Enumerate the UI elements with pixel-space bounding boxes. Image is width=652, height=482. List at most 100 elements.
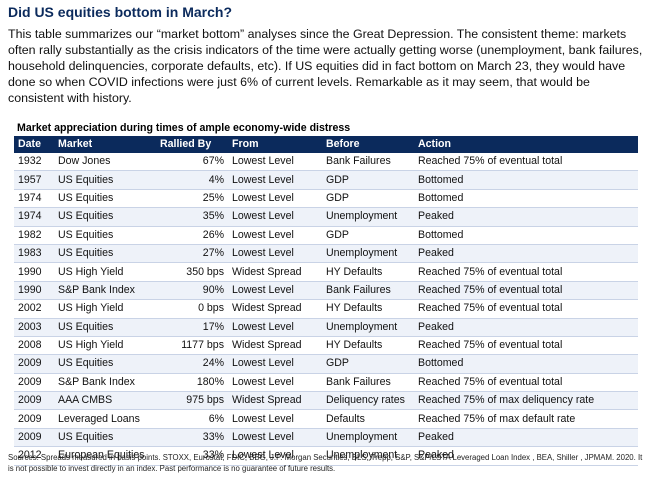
cell-from: Widest Spread — [228, 336, 322, 356]
cell-from: Lowest Level — [228, 373, 322, 393]
cell-before: Bank Failures — [322, 153, 414, 172]
table-row: 2003 US Equities 17% Lowest Level Unemployme… — [14, 318, 638, 337]
cell-before: HY Defaults — [322, 262, 414, 282]
table-row: 2009 S&P Bank Index 180% Lowest Level Bank F… — [14, 373, 638, 393]
cell-rallied: 0 bps — [156, 299, 228, 319]
table-row: 1983 US Equities 27% Lowest Level Unemployme… — [14, 244, 638, 264]
table-header-row: Date Market Rallied By From Before Actio… — [14, 136, 638, 153]
cell-action: Bottomed — [414, 189, 638, 209]
cell-market: US Equities — [54, 318, 156, 337]
cell-market: US Equities — [54, 189, 156, 209]
cell-rallied: 33% — [156, 428, 228, 448]
cell-action: Reached 75% of max deliquency rate — [414, 391, 638, 411]
table-row: 1974 US Equities 35% Lowest Level Unemployme… — [14, 207, 638, 227]
cell-date: 2003 — [14, 318, 54, 337]
cell-before: Unemployment — [322, 207, 414, 227]
cell-action: Reached 75% of eventual total — [414, 153, 638, 172]
cell-from: Lowest Level — [228, 446, 322, 466]
cell-date: 2009 — [14, 391, 54, 411]
page-title: Did US equities bottom in March? — [8, 4, 233, 20]
cell-market: Dow Jones — [54, 153, 156, 172]
cell-from: Widest Spread — [228, 262, 322, 282]
cell-action: Peaked — [414, 244, 638, 264]
cell-from: Lowest Level — [228, 428, 322, 448]
header-action: Action — [414, 136, 638, 153]
cell-action: Reached 75% of eventual total — [414, 262, 638, 282]
market-table: Date Market Rallied By From Before Actio… — [14, 136, 638, 466]
cell-from: Lowest Level — [228, 409, 322, 429]
table-row: 2002 US High Yield 0 bps Widest Spread HY De… — [14, 299, 638, 319]
cell-date: 1983 — [14, 244, 54, 264]
cell-rallied: 4% — [156, 170, 228, 190]
header-from: From — [228, 136, 322, 153]
cell-rallied: 1177 bps — [156, 336, 228, 356]
cell-rallied: 180% — [156, 373, 228, 393]
cell-before: GDP — [322, 354, 414, 374]
cell-from: Lowest Level — [228, 153, 322, 172]
header-rallied-by: Rallied By — [156, 136, 228, 153]
table-row: 2009 US Equities 24% Lowest Level GDP Bottome… — [14, 354, 638, 374]
cell-from: Lowest Level — [228, 189, 322, 209]
cell-rallied: 6% — [156, 409, 228, 429]
cell-before: Defaults — [322, 409, 414, 429]
cell-action: Reached 75% of eventual total — [414, 299, 638, 319]
cell-action: Peaked — [414, 207, 638, 227]
cell-date: 1957 — [14, 170, 54, 190]
cell-market: US Equities — [54, 354, 156, 374]
cell-market: S&P Bank Index — [54, 281, 156, 301]
cell-date: 2009 — [14, 373, 54, 393]
cell-market: US Equities — [54, 226, 156, 245]
cell-action: Peaked — [414, 318, 638, 337]
cell-before: Unemployment — [322, 428, 414, 448]
cell-date: 1932 — [14, 153, 54, 172]
cell-from: Lowest Level — [228, 170, 322, 190]
cell-market: US Equities — [54, 207, 156, 227]
table-row: 2009 Leveraged Loans 6% Lowest Level Default… — [14, 409, 638, 429]
cell-rallied: 35% — [156, 207, 228, 227]
cell-before: GDP — [322, 226, 414, 245]
cell-action: Bottomed — [414, 226, 638, 245]
cell-market: US High Yield — [54, 299, 156, 319]
cell-market: US High Yield — [54, 262, 156, 282]
cell-from: Lowest Level — [228, 244, 322, 264]
cell-rallied: 33% — [156, 446, 228, 466]
table-row: 1932 Dow Jones 67% Lowest Level Bank Failure… — [14, 153, 638, 172]
table-body: 1932 Dow Jones 67% Lowest Level Bank Failure… — [14, 153, 638, 466]
cell-rallied: 26% — [156, 226, 228, 245]
cell-action: Reached 75% of max default rate — [414, 409, 638, 429]
table-row: 2009 US Equities 33% Lowest Level Unemployme… — [14, 428, 638, 448]
cell-rallied: 17% — [156, 318, 228, 337]
cell-rallied: 350 bps — [156, 262, 228, 282]
cell-action: Reached 75% of eventual total — [414, 373, 638, 393]
cell-rallied: 27% — [156, 244, 228, 264]
cell-before: HY Defaults — [322, 336, 414, 356]
cell-rallied: 24% — [156, 354, 228, 374]
cell-date: 2009 — [14, 354, 54, 374]
cell-rallied: 975 bps — [156, 391, 228, 411]
cell-market: European Equities — [54, 446, 156, 466]
cell-before: Unemployment — [322, 446, 414, 466]
cell-action: Peaked — [414, 428, 638, 448]
cell-rallied: 90% — [156, 281, 228, 301]
table-caption: Market appreciation during times of ampl… — [17, 122, 351, 134]
cell-from: Lowest Level — [228, 281, 322, 301]
table-row: 2008 US High Yield 1177 bps Widest Spread HY… — [14, 336, 638, 356]
cell-from: Lowest Level — [228, 354, 322, 374]
cell-date: 1990 — [14, 262, 54, 282]
header-before: Before — [322, 136, 414, 153]
cell-date: 1990 — [14, 281, 54, 301]
table-row: 1957 US Equities 4% Lowest Level GDP Bottomed — [14, 170, 638, 190]
cell-before: HY Defaults — [322, 299, 414, 319]
table-row: 1974 US Equities 25% Lowest Level GDP Bottome… — [14, 189, 638, 209]
sources-note: Sources: Spreads measured in basis point… — [8, 453, 643, 473]
cell-before: Unemployment — [322, 318, 414, 337]
table-row: 2009 AAA CMBS 975 bps Widest Spread Deliquen… — [14, 391, 638, 411]
cell-market: US High Yield — [54, 336, 156, 356]
cell-action: Bottomed — [414, 170, 638, 190]
table-row: 1990 S&P Bank Index 90% Lowest Level Bank Fa… — [14, 281, 638, 301]
cell-date: 2009 — [14, 409, 54, 429]
cell-date: 2012 — [14, 446, 54, 466]
cell-from: Lowest Level — [228, 226, 322, 245]
cell-before: GDP — [322, 189, 414, 209]
